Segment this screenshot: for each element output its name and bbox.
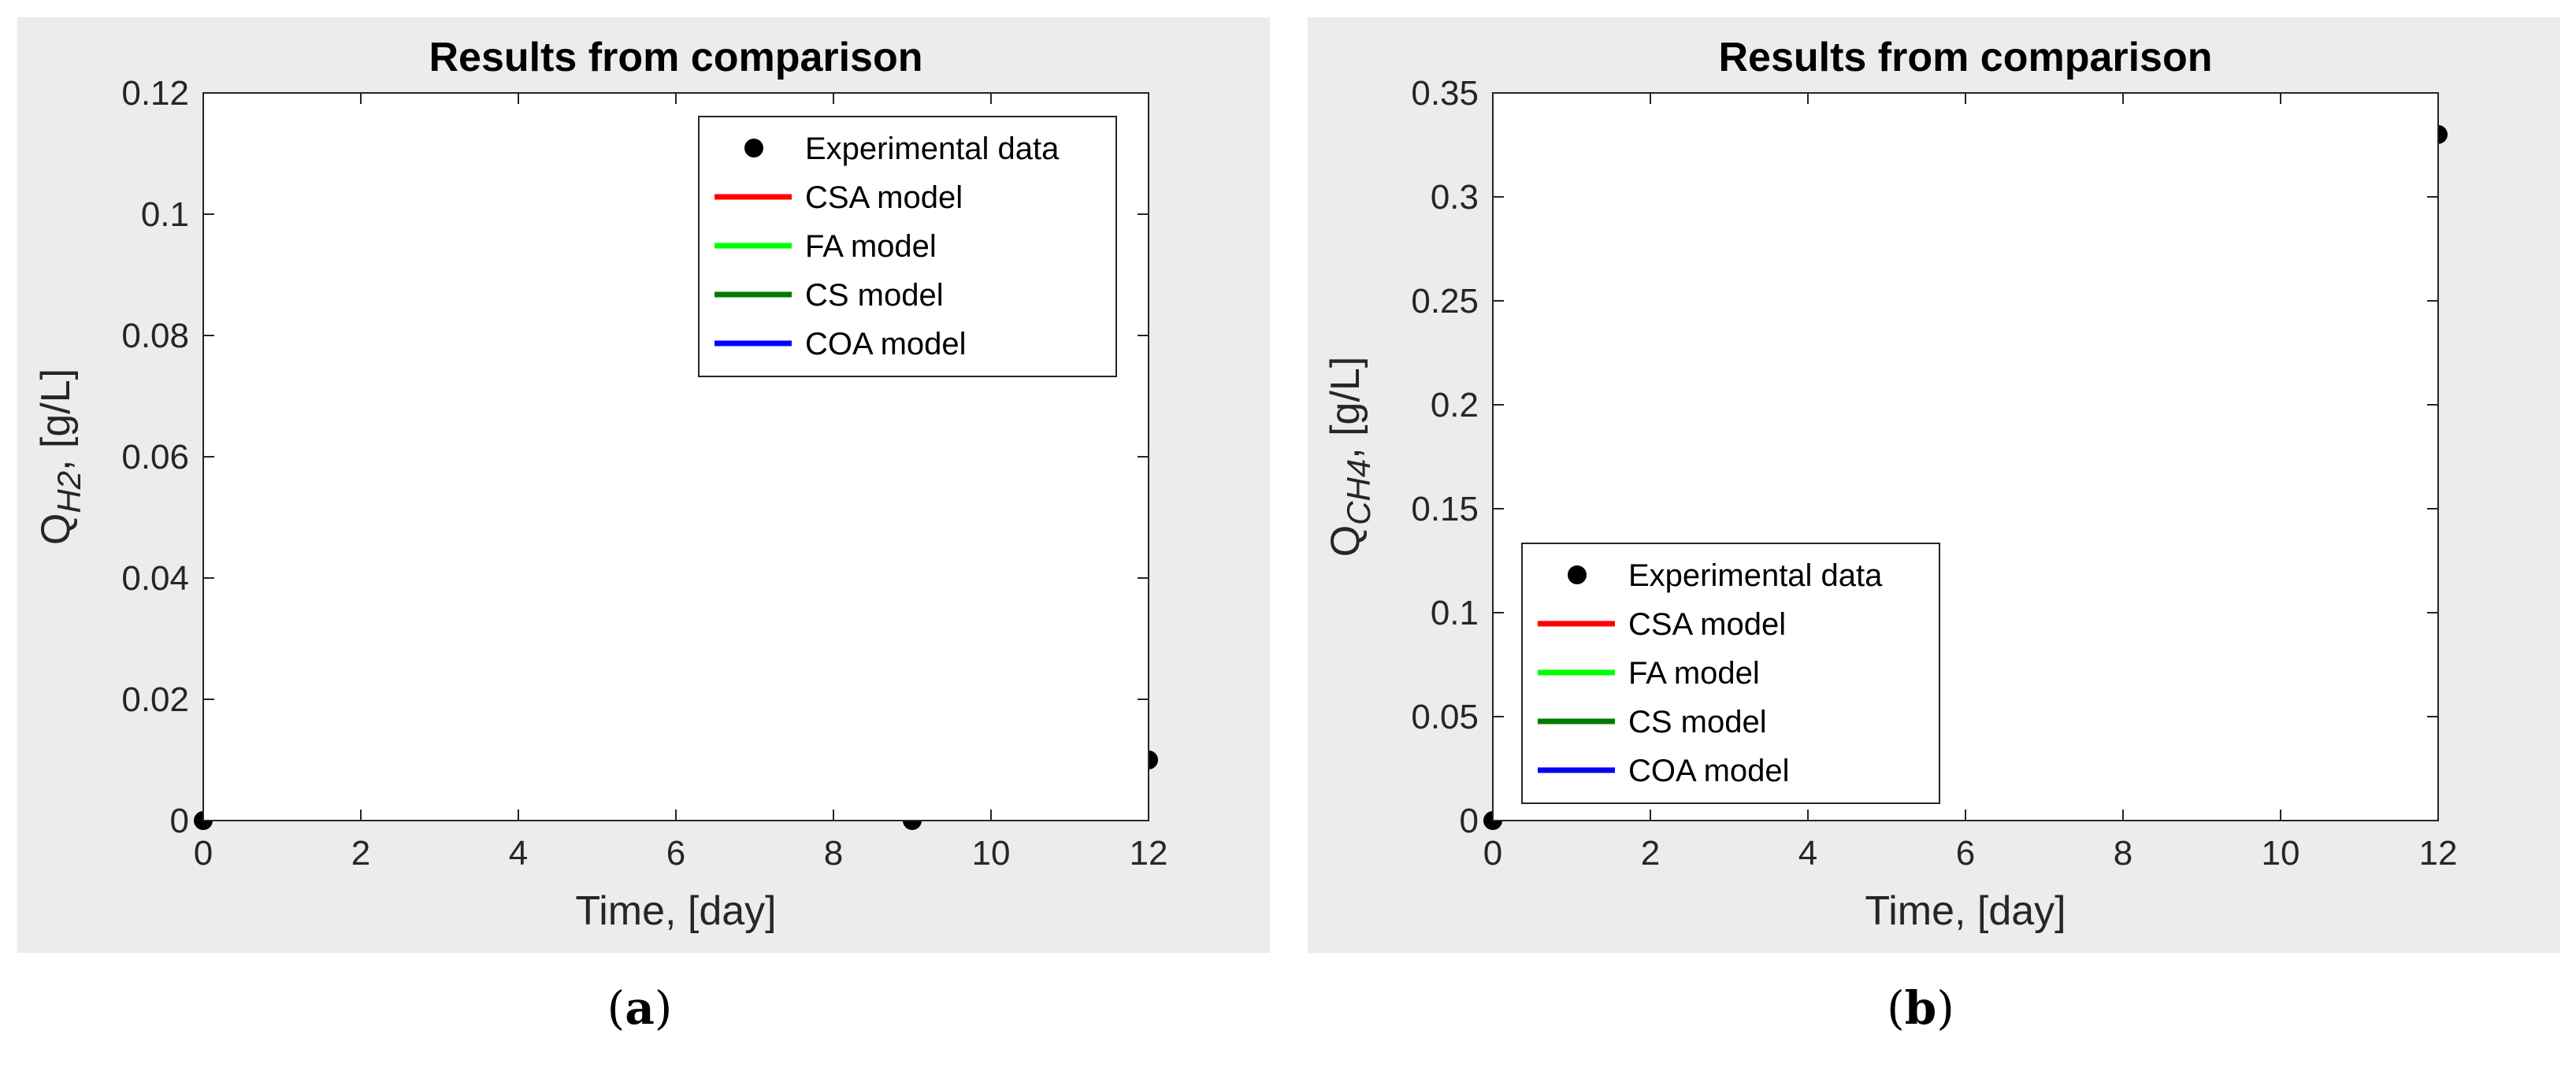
x-tick-label: 0	[1483, 834, 1502, 873]
x-tick-label: 4	[1798, 834, 1817, 873]
y-tick-label: 0.1	[141, 195, 189, 234]
x-tick-label: 10	[972, 834, 1011, 873]
panel-caption: (b)	[1887, 981, 1954, 1035]
y-axis-label-suffix: , [g/L]	[1323, 357, 1368, 459]
x-tick-label: 2	[1641, 834, 1660, 873]
y-axis-label: QCH4, [g/L]	[1323, 357, 1377, 558]
legend-label-cs-model: CS model	[805, 278, 944, 313]
legend-label-coa-model: COA model	[805, 327, 967, 361]
y-tick-label: 0.3	[1431, 178, 1479, 217]
x-tick-label: 12	[1130, 834, 1168, 873]
y-axis-label: QH2, [g/L]	[33, 369, 87, 545]
x-tick-label: 2	[351, 834, 370, 873]
x-tick-label: 12	[2419, 834, 2458, 873]
y-tick-label: 0	[170, 802, 189, 840]
legend: Experimental data CSA model FA model CS mod…	[698, 116, 1117, 377]
legend-label-csa-model: CSA model	[1628, 607, 1786, 642]
y-axis-label-sub: H2	[50, 471, 87, 513]
legend-label-coa-model: COA model	[1628, 754, 1790, 788]
y-axis-label-main: Q	[33, 513, 79, 545]
legend-label-cs-model: CS model	[1628, 705, 1767, 739]
y-tick-label: 0.12	[121, 74, 189, 113]
x-tick-label: 6	[666, 834, 685, 873]
x-tick-label: 6	[1956, 834, 1975, 873]
y-axis-label-main: Q	[1323, 525, 1368, 557]
legend-label-experimental-data: Experimental data	[805, 132, 1060, 166]
legend-label-fa-model: FA model	[805, 229, 937, 264]
y-axis-label-suffix: , [g/L]	[33, 369, 79, 471]
x-tick-label: 4	[509, 834, 528, 873]
chart-title: Results from comparison	[1718, 35, 2212, 80]
legend-label-fa-model: FA model	[1628, 656, 1760, 691]
y-axis-label-sub: CH4	[1340, 459, 1377, 525]
y-tick-label: 0.15	[1411, 490, 1479, 528]
x-axis-label: Time, [day]	[1865, 888, 2066, 934]
legend-label-experimental-data: Experimental data	[1628, 558, 1883, 593]
x-axis-label: Time, [day]	[575, 888, 776, 934]
chart-title: Results from comparison	[429, 35, 922, 80]
caption-open: (	[607, 981, 625, 1035]
caption-open: (	[1887, 981, 1905, 1035]
legend-marker-experimental-data	[744, 139, 763, 158]
caption-letter: b	[1905, 981, 1937, 1035]
y-tick-label: 0.2	[1431, 386, 1479, 424]
y-tick-label: 0.1	[1431, 594, 1479, 632]
y-tick-label: 0.08	[121, 317, 189, 355]
x-tick-label: 8	[824, 834, 843, 873]
chart-b: 0 2 4 6 8 10 12 0 0.05 0.1 0.15 0.2 0.25 0.3 0.35 Resul…	[1308, 17, 2560, 1035]
legend: Experimental data CSA model FA model CS mod…	[1521, 543, 1940, 804]
y-tick-label: 0.04	[121, 559, 189, 598]
x-tick-label: 10	[2262, 834, 2300, 873]
y-tick-label: 0.25	[1411, 282, 1479, 321]
legend-marker-experimental-data	[1568, 565, 1587, 584]
x-tick-label: 0	[194, 834, 213, 873]
panel-caption: (a)	[607, 981, 673, 1035]
y-tick-label: 0.06	[121, 438, 189, 476]
y-tick-label: 0	[1460, 802, 1479, 840]
y-tick-label: 0.05	[1411, 698, 1479, 736]
caption-letter: a	[625, 981, 655, 1035]
caption-close: )	[655, 981, 673, 1035]
caption-close: )	[1936, 981, 1954, 1035]
legend-label-csa-model: CSA model	[805, 180, 963, 215]
y-tick-label: 0.35	[1411, 74, 1479, 113]
chart-a: 0 2 4 6 8 10 12 0 0.02 0.04 0.06 0.08 0.1 0.12 Results…	[17, 17, 1270, 1035]
x-tick-label: 8	[2114, 834, 2132, 873]
y-tick-label: 0.02	[121, 680, 189, 719]
